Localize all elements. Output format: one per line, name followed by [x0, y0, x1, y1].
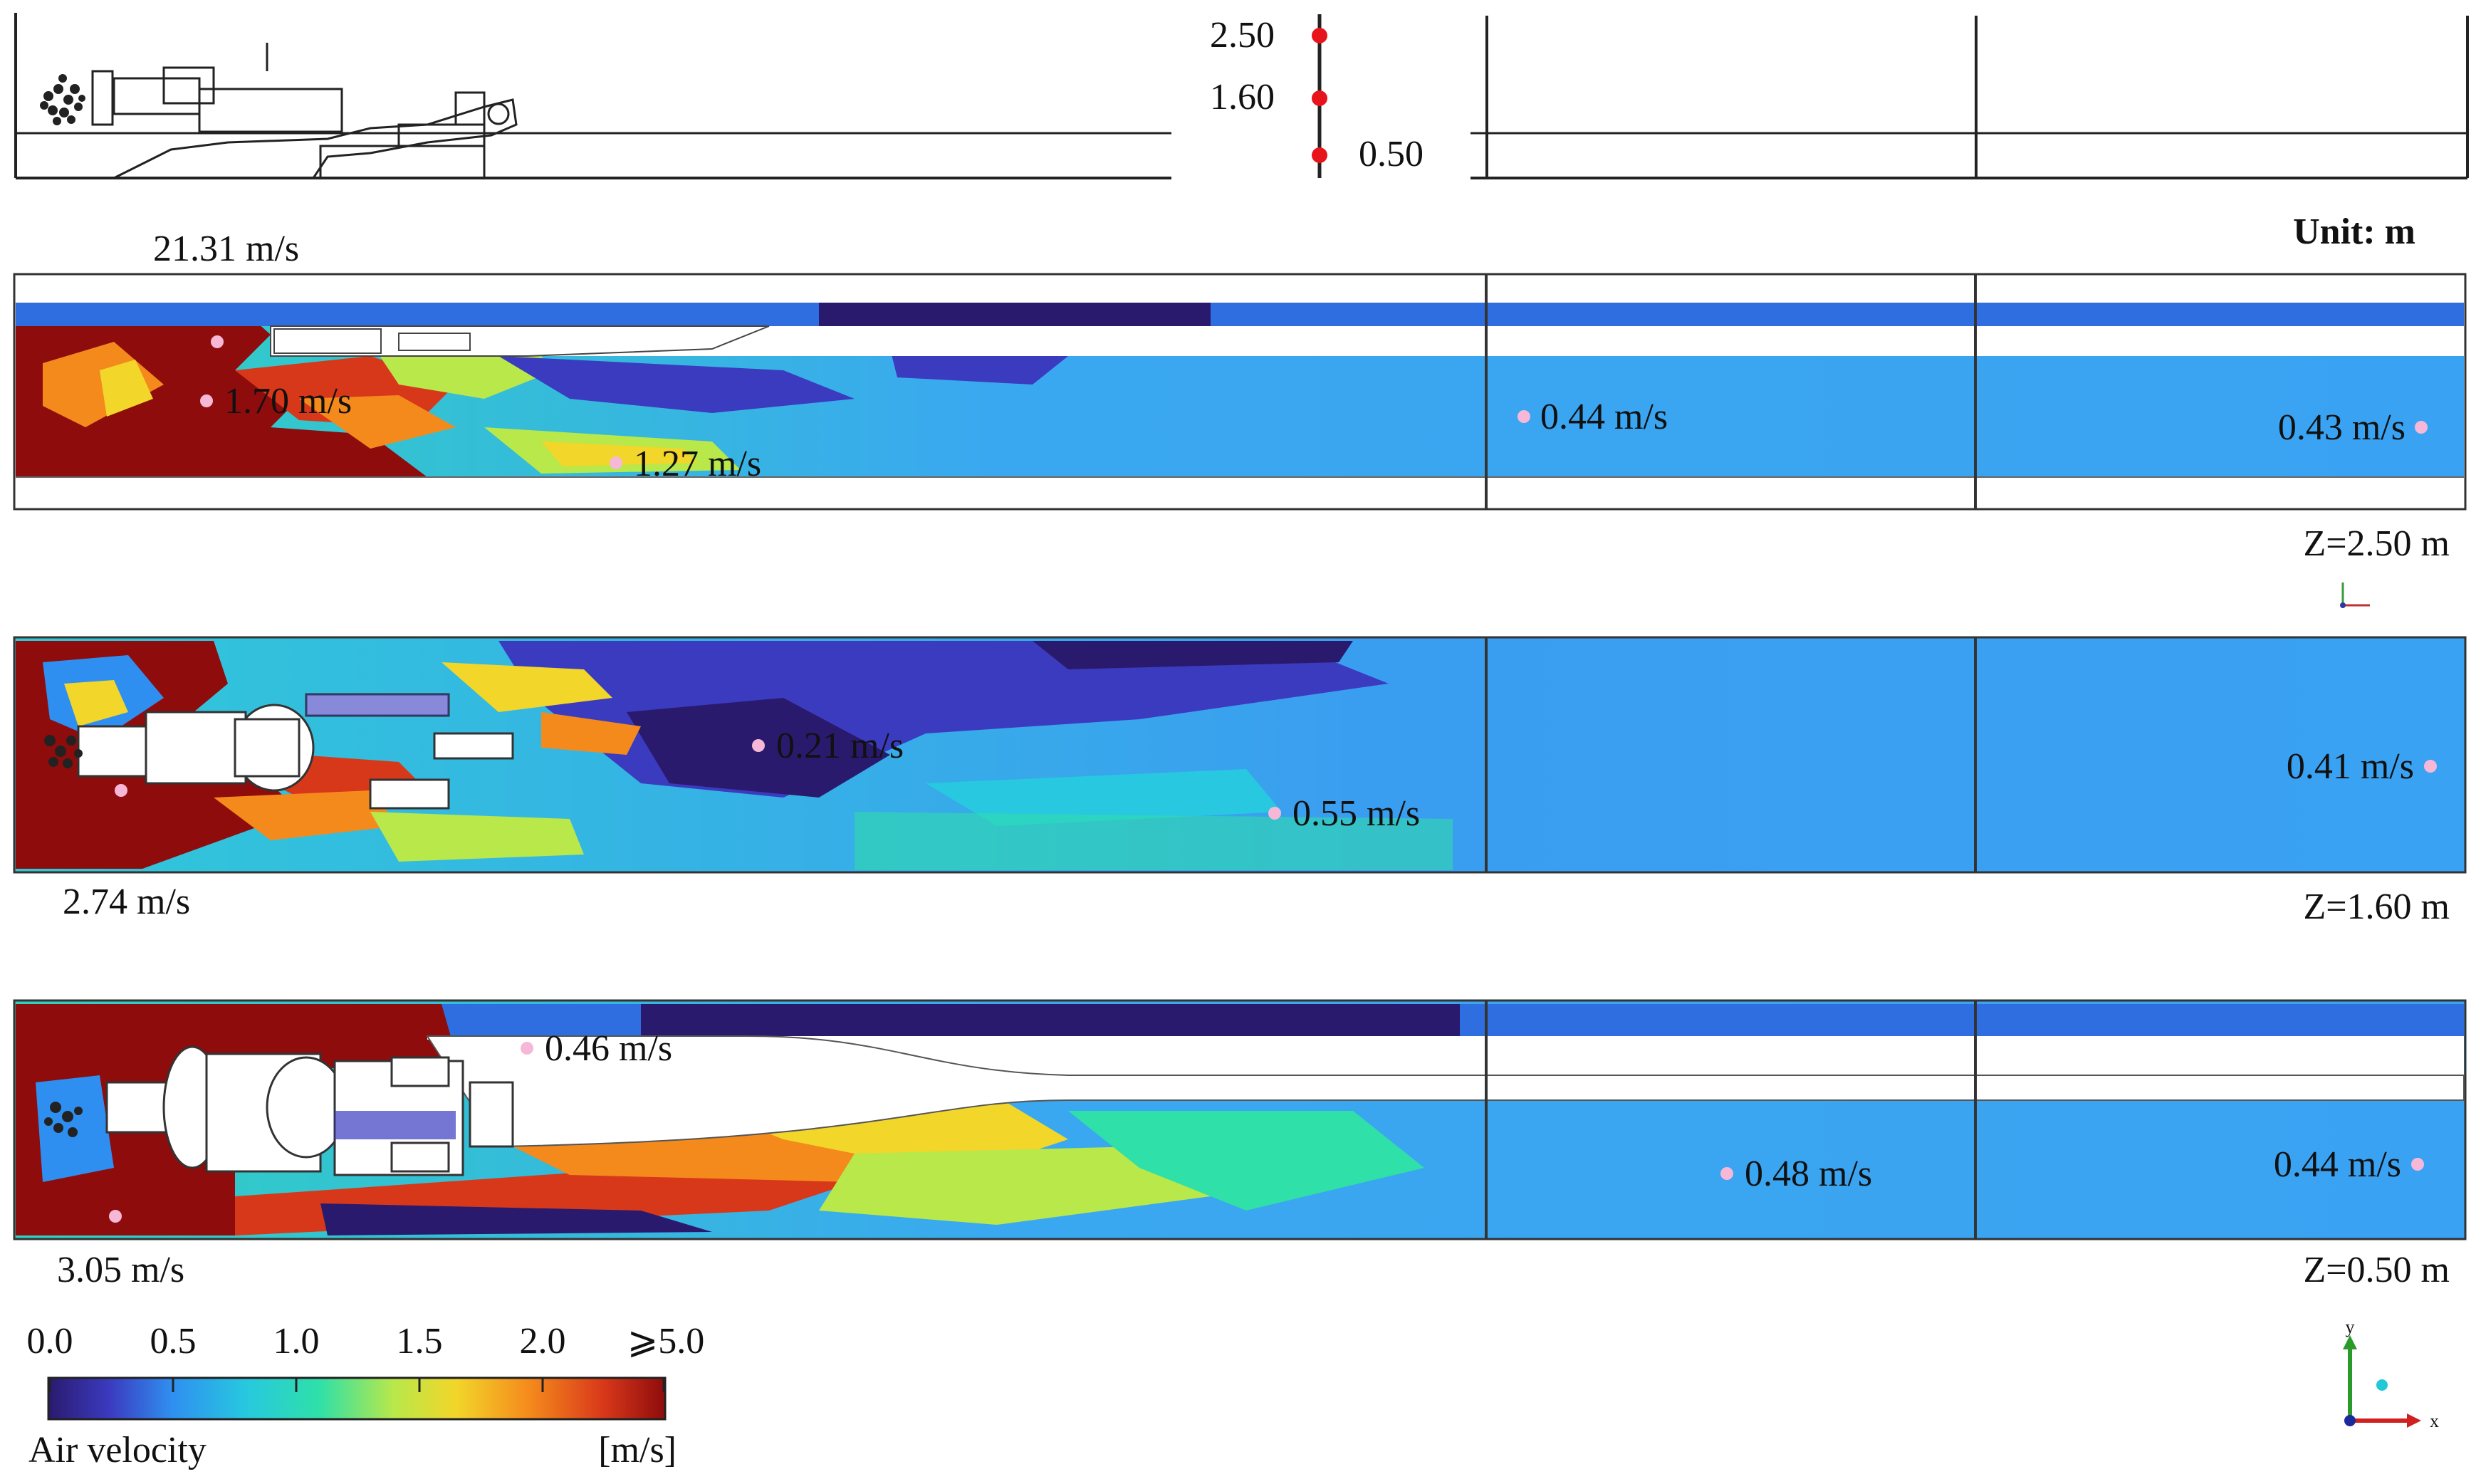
height-marker-dot-2-50 — [1312, 28, 1327, 43]
probe-velocity-label: 0.43 m/s — [2278, 407, 2406, 448]
height-marker-label: 2.50 — [1210, 15, 1275, 56]
velocity-contour-panel-z250 — [13, 273, 2467, 511]
roadheader-side-outline — [91, 43, 518, 179]
probe-velocity-label: 0.21 m/s — [776, 726, 904, 766]
probe-point — [1518, 410, 1530, 423]
axis-triad-icon: y x — [2343, 1317, 2439, 1431]
axis-label-x: x — [2430, 1411, 2439, 1431]
legend-unit-label: [m/s] — [598, 1430, 677, 1470]
plane-label: Z=2.50 m — [2303, 523, 2450, 564]
probe-point — [211, 335, 224, 348]
probe-point — [2424, 760, 2437, 773]
height-marker-dot-0-50 — [1312, 147, 1327, 163]
probe-point — [1268, 807, 1281, 820]
unit-label: Unit: m — [2293, 211, 2415, 252]
probe-point — [2415, 421, 2428, 434]
legend-tick-label: ⩾5.0 — [627, 1321, 705, 1362]
inlet-velocity-label: 3.05 m/s — [57, 1250, 184, 1290]
inlet-velocity-label: 2.74 m/s — [63, 882, 190, 922]
probe-point — [752, 739, 765, 752]
inlet-velocity-label: 21.31 m/s — [153, 229, 299, 269]
probe-velocity-label: 0.46 m/s — [545, 1028, 672, 1069]
legend-tick-label: 0.5 — [150, 1321, 197, 1362]
probe-point — [109, 1210, 122, 1223]
plane-label: Z=1.60 m — [2303, 887, 2450, 927]
probe-point — [200, 394, 213, 407]
legend-quantity-label: Air velocity — [28, 1430, 207, 1470]
probe-velocity-label: 1.70 m/s — [224, 381, 352, 422]
legend-tick-label: 1.5 — [397, 1321, 443, 1362]
probe-velocity-label: 0.44 m/s — [2274, 1144, 2401, 1185]
velocity-contour-panel-z050 — [13, 999, 2467, 1240]
probe-velocity-label: 0.55 m/s — [1292, 793, 1420, 834]
height-marker-dot-1-60 — [1312, 90, 1327, 106]
probe-velocity-label: 1.27 m/s — [634, 444, 761, 484]
velocity-color-legend: 0.0 0.5 1.0 1.5 2.0 ⩾5.0 Air velocity [m… — [27, 1321, 705, 1470]
color-bar — [47, 1376, 667, 1421]
height-marker-label: 1.60 — [1210, 77, 1275, 117]
height-marker-label: 0.50 — [1359, 134, 1424, 174]
axis-triad-small-icon — [2340, 582, 2370, 608]
probe-point — [610, 456, 622, 469]
probe-point — [521, 1042, 533, 1055]
probe-point — [1720, 1167, 1733, 1180]
axis-label-y: y — [2346, 1317, 2355, 1337]
probe-point — [2411, 1158, 2424, 1171]
plane-label: Z=0.50 m — [2303, 1250, 2450, 1290]
probe-point — [115, 784, 127, 797]
probe-velocity-label: 0.44 m/s — [1540, 397, 1668, 437]
legend-tick-label: 2.0 — [520, 1321, 566, 1362]
side-view-schematic: 2.50 1.60 0.50 — [14, 13, 2469, 179]
probe-velocity-label: 0.48 m/s — [1745, 1154, 1872, 1194]
cutting-head-dots — [40, 74, 85, 125]
legend-tick-label: 0.0 — [27, 1321, 73, 1362]
velocity-contour-panel-z160 — [13, 636, 2467, 874]
legend-tick-label: 1.0 — [273, 1321, 320, 1362]
probe-velocity-label: 0.41 m/s — [2287, 746, 2414, 787]
